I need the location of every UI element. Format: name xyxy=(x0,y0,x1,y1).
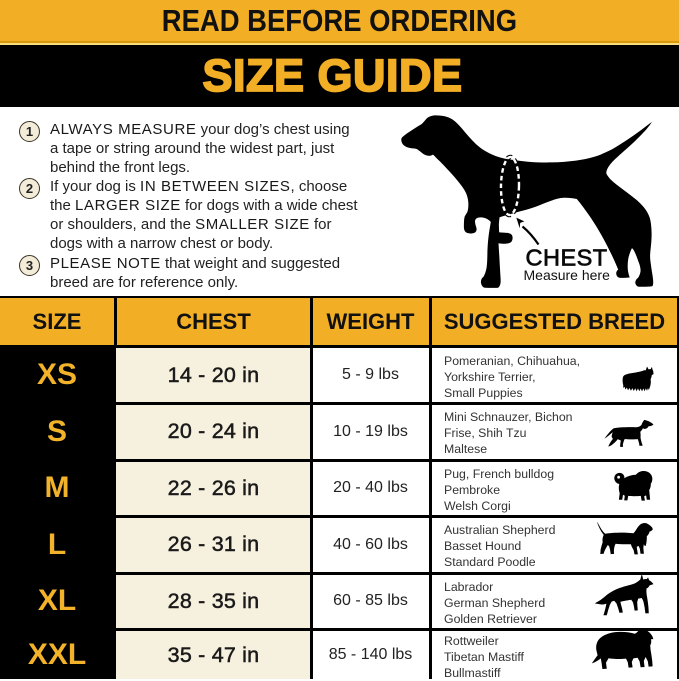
svg-text:Measure here: Measure here xyxy=(524,267,611,283)
svg-text:CHEST: CHEST xyxy=(526,245,608,271)
